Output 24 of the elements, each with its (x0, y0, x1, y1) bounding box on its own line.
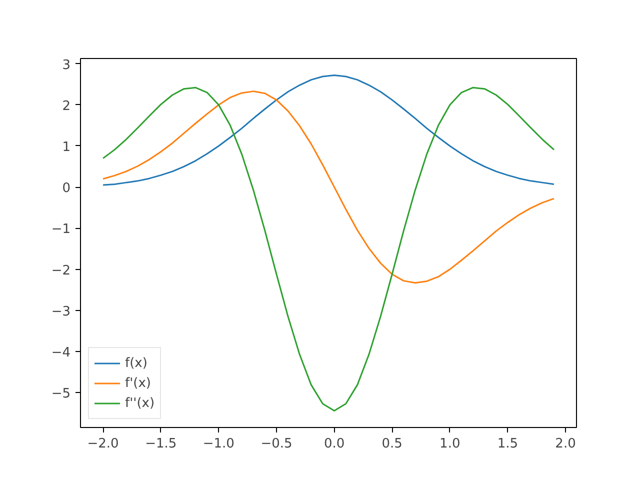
line-series (102, 74, 555, 186)
x-tick-label: 1.0 (440, 436, 460, 452)
x-tick-label: −2.0 (87, 436, 119, 452)
legend-label: f''(x) (125, 396, 155, 410)
y-tick-label: −2 (51, 263, 71, 278)
y-tick-label: −5 (51, 386, 71, 402)
x-tick-label: −0.5 (260, 436, 292, 452)
x-tick-label: −1.0 (202, 436, 234, 452)
legend-label: f'(x) (125, 376, 151, 390)
y-tick-label: 0 (62, 181, 71, 196)
y-tick-label: −4 (51, 346, 71, 361)
y-tick-label: −1 (51, 222, 71, 238)
y-tick-label: 3 (62, 58, 71, 73)
x-tick-label: −1.5 (145, 436, 177, 452)
x-tick-label: 1.5 (497, 436, 518, 452)
x-tick-label: 0.5 (382, 436, 402, 452)
y-tick-label: 1 (62, 140, 71, 155)
y-tick-label: 2 (62, 98, 71, 114)
x-tick-label: 2.0 (555, 436, 576, 452)
x-tick-label: 0.0 (324, 436, 345, 452)
y-tick-label: −3 (51, 304, 71, 320)
legend-label: f(x) (125, 356, 148, 370)
line-series (102, 86, 555, 412)
line-series (102, 90, 555, 284)
